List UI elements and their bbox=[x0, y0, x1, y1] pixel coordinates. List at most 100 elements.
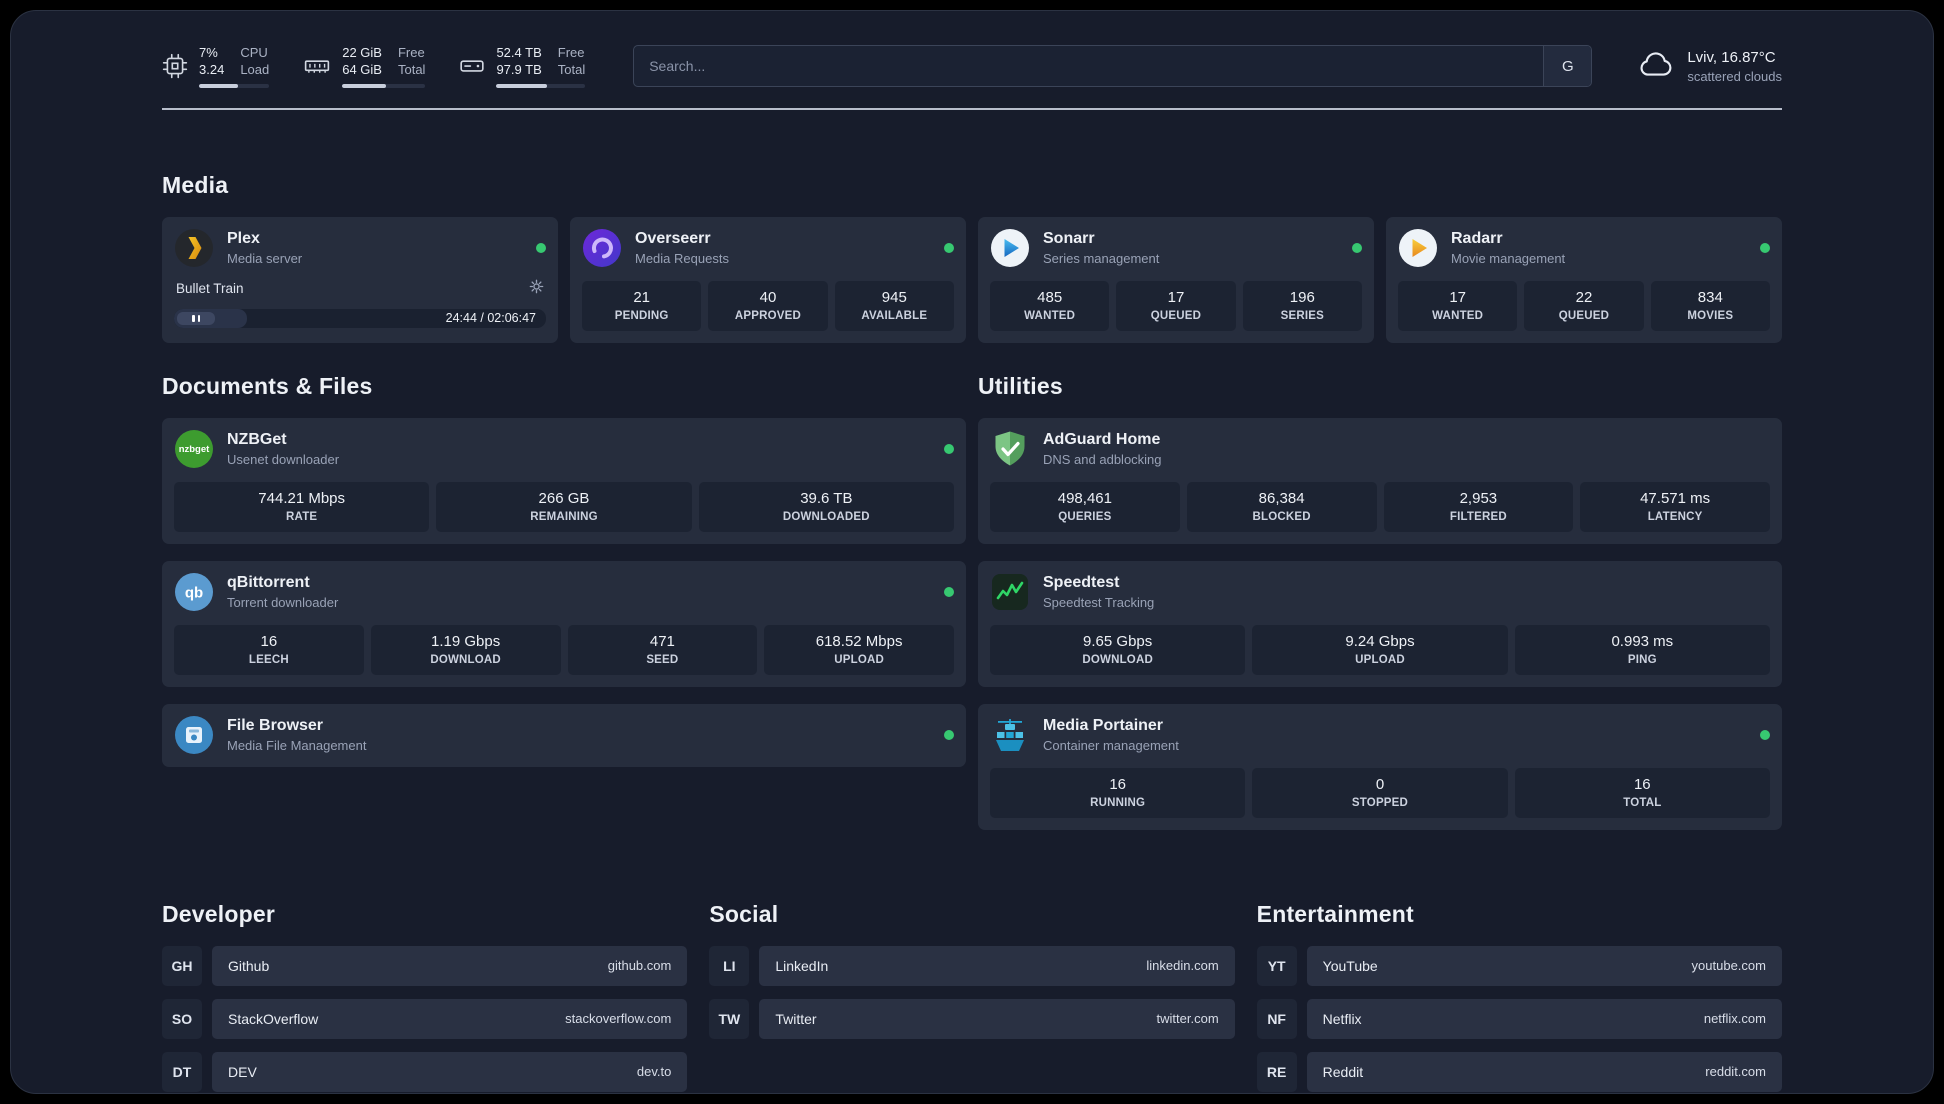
playback-progress-bar[interactable]: 24:44 / 02:06:47 bbox=[174, 308, 546, 328]
stats-row: 16 LEECH 1.19 Gbps DOWNLOAD 471 SEED 618.52… bbox=[174, 624, 954, 675]
stat-label: RATE bbox=[286, 510, 318, 523]
stats-row: 744.21 Mbps RATE 266 GB REMAINING 39.6 TB D… bbox=[174, 481, 954, 532]
card-titles: File Browser Media File Management bbox=[227, 717, 366, 753]
stat-label: FILTERED bbox=[1449, 510, 1507, 523]
bookmark-stackoverflow[interactable]: SO StackOverflow stackoverflow.com bbox=[162, 998, 688, 1039]
bookmark-link[interactable]: StackOverflow stackoverflow.com bbox=[212, 998, 688, 1039]
stat-label: SEED bbox=[646, 653, 679, 666]
cpu-usage-bar bbox=[199, 83, 270, 88]
bookmark-reddit[interactable]: RE Reddit reddit.com bbox=[1256, 1051, 1782, 1092]
card-header: Media Portainer Container management bbox=[990, 715, 1770, 755]
stat-label: BLOCKED bbox=[1252, 510, 1311, 523]
stat-value: 9.24 Gbps bbox=[1345, 632, 1415, 650]
stat-label: AVAILABLE bbox=[861, 309, 928, 322]
stats-row: 498,461 QUERIES 86,384 BLOCKED 2,953 FILTER… bbox=[990, 481, 1770, 532]
disk-icon bbox=[459, 53, 485, 79]
app-subtitle: Media server bbox=[227, 250, 303, 266]
stat-label: DOWNLOAD bbox=[430, 653, 501, 666]
stat-label: UPLOAD bbox=[834, 653, 884, 666]
nzbget-icon: nzbget bbox=[174, 429, 214, 469]
bookmark-abbr: NF bbox=[1256, 998, 1297, 1039]
bookmark-url: linkedin.com bbox=[1146, 958, 1219, 974]
pause-icon[interactable] bbox=[177, 311, 215, 325]
app-subtitle: Media File Management bbox=[227, 737, 367, 753]
bookmark-link[interactable]: Netflix netflix.com bbox=[1306, 998, 1782, 1039]
search-input[interactable] bbox=[634, 46, 1544, 87]
stat-value: 0.993 ms bbox=[1611, 632, 1674, 650]
stat-tile: 17 QUEUED bbox=[1116, 280, 1236, 331]
stat-value: 834 bbox=[1697, 288, 1723, 306]
app-subtitle: Movie management bbox=[1451, 250, 1566, 266]
stats-row: 17 WANTED 22 QUEUED 834 MOVIES bbox=[1398, 280, 1770, 331]
ram-free: 22 GiB bbox=[342, 45, 382, 60]
app-name: File Browser bbox=[227, 716, 324, 734]
adguard-card[interactable]: AdGuard Home DNS and adblocking 498,461 Q… bbox=[978, 417, 1782, 544]
app-name: AdGuard Home bbox=[1043, 430, 1161, 448]
portainer-card[interactable]: Media Portainer Container management 16 R… bbox=[978, 703, 1782, 830]
bookmark-link[interactable]: LinkedIn linkedin.com bbox=[759, 945, 1235, 986]
speedtest-icon bbox=[990, 572, 1030, 612]
cpu-readout: 7% 3.24 CPU Load bbox=[199, 45, 270, 88]
nzbget-card[interactable]: nzbget NZBGet Usenet downloader 744.21 M… bbox=[162, 417, 966, 544]
ram-stat: 22 GiB 64 GiB Free Total bbox=[303, 45, 426, 88]
stat-value: 9.65 Gbps bbox=[1083, 632, 1153, 650]
search-engine-button[interactable]: G bbox=[1543, 46, 1592, 87]
card-titles: NZBGet Usenet downloader bbox=[227, 431, 339, 467]
overseerr-card[interactable]: Overseerr Media Requests 21 PENDING 40 APP… bbox=[570, 216, 966, 343]
cpu-stat: 7% 3.24 CPU Load bbox=[162, 45, 270, 88]
app-subtitle: Torrent downloader bbox=[227, 594, 339, 610]
bookmark-link[interactable]: DEV dev.to bbox=[212, 1051, 688, 1092]
stat-tile: 17 WANTED bbox=[1398, 280, 1518, 331]
bookmark-github[interactable]: GH Github github.com bbox=[162, 945, 688, 986]
bookmark-linkedin[interactable]: LI LinkedIn linkedin.com bbox=[709, 945, 1235, 986]
gear-icon[interactable] bbox=[529, 279, 544, 299]
stat-label: PENDING bbox=[614, 309, 669, 322]
weather-location: Lviv, 16.87°C bbox=[1687, 48, 1776, 66]
bookmark-name: Reddit bbox=[1322, 1063, 1364, 1080]
bookmark-link[interactable]: Reddit reddit.com bbox=[1306, 1051, 1782, 1092]
cpu-label-top: CPU bbox=[240, 45, 268, 60]
bookmark-dev[interactable]: DT DEV dev.to bbox=[162, 1051, 688, 1092]
disk-usage-bar bbox=[496, 83, 586, 88]
stat-value: 16 bbox=[260, 632, 278, 650]
bookmark-name: StackOverflow bbox=[228, 1010, 319, 1027]
ram-label-bottom: Total bbox=[397, 61, 426, 77]
ram-readout: 22 GiB 64 GiB Free Total bbox=[342, 45, 426, 88]
disk-readout: 52.4 TB 97.9 TB Free Total bbox=[496, 45, 586, 88]
sonarr-card[interactable]: Sonarr Series management 485 WANTED 17 QUE… bbox=[978, 216, 1374, 343]
filebrowser-card[interactable]: File Browser Media File Management bbox=[162, 703, 966, 767]
stat-value: 0 bbox=[1375, 775, 1385, 793]
app-subtitle: Series management bbox=[1043, 250, 1160, 266]
stat-tile: 16 RUNNING bbox=[990, 767, 1246, 818]
bookmark-link[interactable]: YouTube youtube.com bbox=[1306, 945, 1782, 986]
ram-total: 64 GiB bbox=[342, 61, 382, 77]
plex-card[interactable]: Plex Media server Bullet Train 24:44 / 0… bbox=[162, 216, 558, 343]
stats-row: 485 WANTED 17 QUEUED 196 SERIES bbox=[990, 280, 1362, 331]
bookmark-abbr: TW bbox=[709, 998, 750, 1039]
bookmark-abbr: YT bbox=[1256, 945, 1297, 986]
bookmarks-grid: Developer GH Github github.com SO StackO… bbox=[162, 901, 1782, 1093]
speedtest-card[interactable]: Speedtest Speedtest Tracking 9.65 Gbps DO… bbox=[978, 560, 1782, 687]
disk-label-bottom: Total bbox=[557, 61, 586, 77]
app-name: Sonarr bbox=[1043, 229, 1095, 247]
bookmark-link[interactable]: Twitter twitter.com bbox=[759, 998, 1235, 1039]
stat-value: 196 bbox=[1289, 288, 1315, 306]
topbar: 7% 3.24 CPU Load bbox=[162, 45, 1782, 88]
app-name: Plex bbox=[227, 229, 260, 247]
stat-tile: 16 LEECH bbox=[174, 624, 364, 675]
bookmark-twitter[interactable]: TW Twitter twitter.com bbox=[709, 998, 1235, 1039]
qbittorrent-card[interactable]: qb qBittorrent Torrent downloader 16 LEEC… bbox=[162, 560, 966, 687]
stat-label: RUNNING bbox=[1090, 796, 1146, 809]
bookmark-youtube[interactable]: YT YouTube youtube.com bbox=[1256, 945, 1782, 986]
dashboard-window: 7% 3.24 CPU Load bbox=[10, 10, 1934, 1094]
stat-value: 16 bbox=[1633, 775, 1651, 793]
radarr-card[interactable]: Radarr Movie management 17 WANTED 22 QUEUE… bbox=[1386, 216, 1782, 343]
bookmark-url: reddit.com bbox=[1705, 1064, 1766, 1080]
bookmark-link[interactable]: Github github.com bbox=[212, 945, 688, 986]
dashboard-content: 7% 3.24 CPU Load bbox=[162, 11, 1782, 1093]
card-header: Plex Media server bbox=[174, 228, 546, 268]
bookmark-netflix[interactable]: NF Netflix netflix.com bbox=[1256, 998, 1782, 1039]
stat-tile: 9.65 Gbps DOWNLOAD bbox=[990, 624, 1246, 675]
radarr-icon bbox=[1398, 228, 1438, 268]
stat-label: DOWNLOADED bbox=[782, 510, 870, 523]
